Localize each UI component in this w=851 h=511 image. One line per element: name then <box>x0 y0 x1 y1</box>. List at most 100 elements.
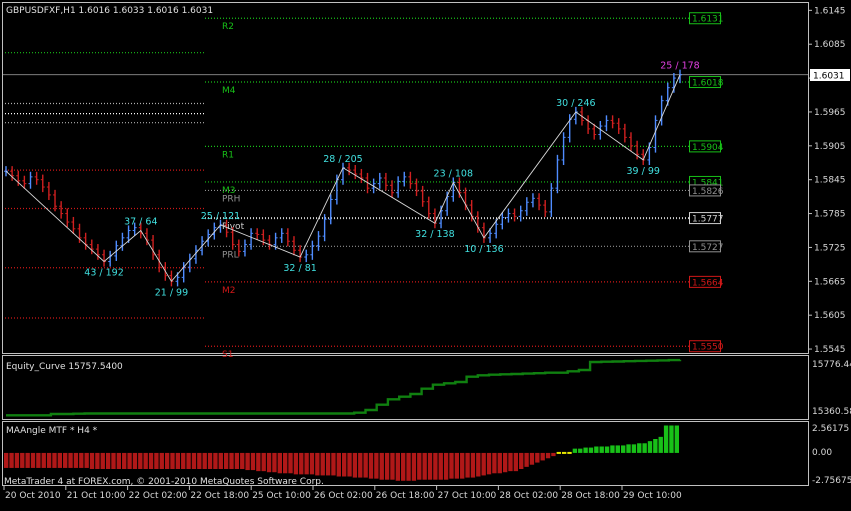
time-axis-tick-label: 26 Oct 02:00 <box>314 491 373 501</box>
pivot-level-value-box <box>689 12 721 25</box>
maangle-bar <box>626 444 631 453</box>
maangle-bar <box>449 452 454 479</box>
zigzag-swing-label: 30 / 246 <box>556 98 595 109</box>
pivot-level-name: PRL <box>222 250 239 260</box>
maangle-bar <box>594 446 599 453</box>
pivot-level-value-box <box>689 76 721 89</box>
maangle-bar <box>73 452 79 468</box>
maangle-bar <box>266 452 272 473</box>
maangle-bar <box>599 446 604 453</box>
maangle-bar <box>331 452 336 476</box>
maangle-bar <box>427 452 433 480</box>
price-axis-tick-label: 1.5965 <box>814 108 846 118</box>
maangle-bar <box>299 452 304 475</box>
price-chart[interactable]: R2 1.6131 M4 1.6018 R1 1.5904 M3 1.5841 PRH 1.582… <box>3 12 808 360</box>
maangle-bar <box>374 452 379 479</box>
pivot-level-value-label: 1.5777 <box>692 215 724 225</box>
pivot-level-value-label: 1.5826 <box>692 187 724 197</box>
maangle-bar <box>218 452 223 469</box>
maangle-bar <box>223 452 229 469</box>
price-axis-tick-label: 1.6145 <box>814 6 846 16</box>
maangle-bar <box>578 448 583 453</box>
pivot-level-value-label: 1.5550 <box>692 343 724 353</box>
maangle-bar <box>443 452 449 480</box>
equity-top-label: 15776.44 <box>812 360 851 370</box>
maangle-bar <box>433 452 438 480</box>
maangle-chart[interactable] <box>4 425 679 481</box>
main-chart-title: GBPUSDFXF,H1 1.6016 1.6033 1.6016 1.6031 <box>6 6 213 16</box>
maangle-bar <box>122 452 127 469</box>
maangle-bar <box>52 452 57 468</box>
maangle-bar <box>207 452 213 469</box>
maangle-bar <box>663 425 669 453</box>
current-price-box <box>810 69 850 81</box>
maangle-bar <box>476 452 481 477</box>
maangle-bar <box>615 445 620 453</box>
price-axis-tick-label: 1.5845 <box>814 176 846 186</box>
zigzag-line <box>5 74 681 283</box>
pivot-level-value-box <box>689 340 721 353</box>
maangle-bar <box>95 452 100 469</box>
maangle-bar <box>191 452 197 469</box>
maangle-bar <box>647 441 653 453</box>
maangle-bar <box>181 452 186 469</box>
pivot-level-value-box <box>689 275 721 288</box>
time-axis-tick-label: 25 Oct 10:00 <box>252 491 311 501</box>
maangle-bar <box>497 452 502 474</box>
maangle-bar <box>170 452 175 469</box>
footer-copyright: MetaTrader 4 at FOREX.com, © 2001-2010 M… <box>4 477 324 487</box>
maangle-bar <box>41 452 46 468</box>
maangle-bar <box>368 452 374 479</box>
pivot-level-name: M2 <box>222 286 236 296</box>
maangle-bar <box>352 452 358 478</box>
equity-curve-chart[interactable] <box>6 358 682 417</box>
maangle-bar <box>653 439 658 453</box>
maangle-bar <box>545 452 551 459</box>
pivot-level-name: PRH <box>222 194 240 204</box>
maangle-bar <box>240 452 245 469</box>
maangle-bar <box>658 436 663 453</box>
maangle-bar <box>519 452 524 469</box>
maangle-bar <box>669 425 674 453</box>
maangle-bar <box>384 452 390 480</box>
maangle-bar <box>250 452 256 471</box>
maangle-bar <box>390 452 395 480</box>
price-axis-tick-label: 1.5605 <box>814 311 846 321</box>
maangle-bar <box>138 452 143 469</box>
maangle-top-label: 2.56175 <box>812 424 849 434</box>
zigzag-swing-label: 32 / 81 <box>283 263 316 274</box>
maangle-bar <box>111 452 116 469</box>
pivot-level-name: Pivot <box>222 222 245 232</box>
maangle-bar <box>46 452 52 468</box>
maangle-bar <box>481 452 486 476</box>
maangle-bar <box>524 452 529 467</box>
maangle-bar <box>379 452 384 480</box>
maangle-bar <box>320 452 325 476</box>
maangle-bar <box>561 451 567 454</box>
zigzag-swing-label: 25 / 121 <box>201 211 240 222</box>
pivot-level-value-label: 1.5727 <box>692 243 724 253</box>
maangle-bar <box>143 452 148 469</box>
maangle-bar <box>422 452 427 480</box>
maangle-bar <box>604 446 610 453</box>
current-price-label: 1.6031 <box>813 72 845 82</box>
maangle-bar <box>202 452 207 469</box>
maangle-bar <box>674 425 679 453</box>
maangle-bar <box>460 452 465 479</box>
axes: 1.61451.60851.60251.59651.59051.58451.57… <box>3 6 846 501</box>
equity-curve-line <box>6 358 682 417</box>
maangle-bar <box>213 452 218 469</box>
maangle-bar <box>148 452 154 469</box>
maangle-bar <box>14 452 20 468</box>
maangle-bar <box>529 452 535 465</box>
maangle-bar <box>438 452 443 480</box>
maangle-bar <box>89 452 95 469</box>
zigzag-swing-label: 39 / 99 <box>627 166 660 177</box>
equity-panel-frame <box>2 355 809 420</box>
equity-chart-title: Equity_Curve 15757.5400 <box>6 362 123 372</box>
maangle-bar <box>342 452 347 477</box>
pivot-level-value-box <box>689 184 721 197</box>
maangle-bar <box>229 452 234 469</box>
time-axis-tick-label: 26 Oct 18:00 <box>376 491 435 501</box>
